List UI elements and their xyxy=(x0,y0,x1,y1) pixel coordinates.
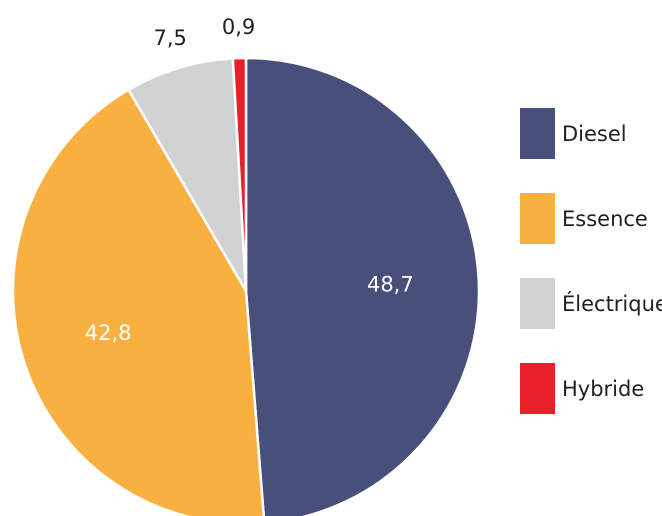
legend-swatch xyxy=(520,193,555,244)
legend-swatch xyxy=(520,278,555,329)
legend-label: Hybride xyxy=(562,377,644,401)
legend-swatch xyxy=(520,108,555,159)
legend-label: Diesel xyxy=(562,122,627,146)
data-label: 48,7 xyxy=(367,272,414,296)
data-label: 0,9 xyxy=(222,15,255,39)
pie-slice xyxy=(231,56,248,292)
data-label: 7,5 xyxy=(153,26,186,50)
data-label: 42,8 xyxy=(85,321,132,345)
pie-slice xyxy=(244,56,481,516)
pie-slice xyxy=(11,88,265,516)
legend-label: Essence xyxy=(562,207,648,231)
pie-slice xyxy=(126,57,248,292)
legend-swatch xyxy=(520,363,555,414)
legend-label: Électrique xyxy=(562,291,662,316)
